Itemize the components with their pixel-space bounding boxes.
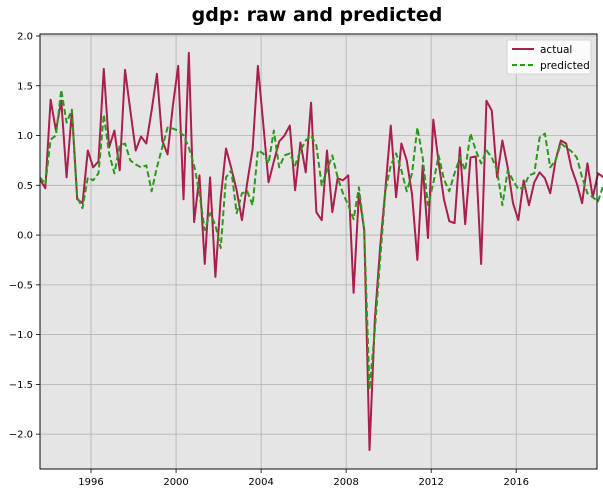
y-tick-label: 0.0 xyxy=(17,231,33,242)
legend-label-actual: actual xyxy=(540,44,572,56)
y-tick-label: 1.0 xyxy=(17,131,33,142)
y-tick-label: −0.5 xyxy=(9,280,33,291)
x-tick-label: 2004 xyxy=(248,477,273,488)
y-tick-label: 1.5 xyxy=(17,81,33,92)
plot-area xyxy=(39,33,598,470)
x-tick-label: 1996 xyxy=(78,477,103,488)
x-axis: 1996 2000 2004 2008 2012 2016 xyxy=(78,469,529,488)
y-tick-label: 2.0 xyxy=(17,31,33,42)
series-line-predicted xyxy=(39,88,603,391)
x-tick-label: 2012 xyxy=(418,477,443,488)
plot-frame xyxy=(39,33,598,470)
y-tick-label: −2.0 xyxy=(9,430,33,441)
series-line-actual xyxy=(39,51,603,452)
y-tick-label: 0.5 xyxy=(17,181,33,192)
x-tick-label: 2000 xyxy=(163,477,188,488)
legend: actual predicted xyxy=(506,39,592,75)
legend-label-predicted: predicted xyxy=(540,60,590,72)
x-tick-label: 2008 xyxy=(333,477,358,488)
x-tick-label: 2016 xyxy=(503,477,528,488)
y-axis: −2.0 −1.5 −1.0 −0.5 0.0 0.5 1.0 1.5 2.0 xyxy=(9,31,40,441)
series-lines xyxy=(39,51,603,452)
chart-title: gdp: raw and predicted xyxy=(192,4,443,26)
y-tick-label: −1.5 xyxy=(9,380,33,391)
y-tick-label: −1.0 xyxy=(9,330,33,341)
